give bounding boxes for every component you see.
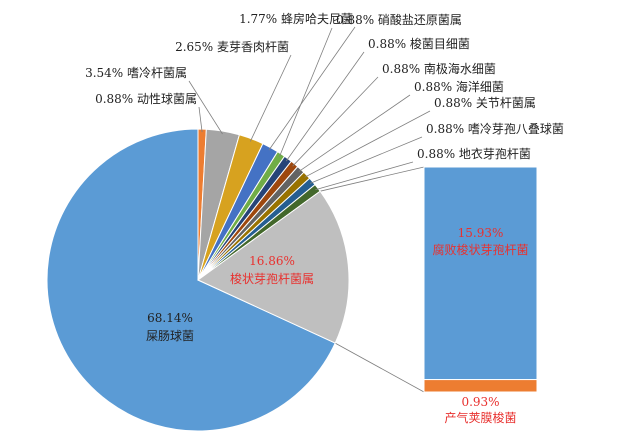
breakout-bar [423,166,538,393]
slice-label: 3.54% 嗜冷杆菌属 [85,66,187,80]
slice-label: 1.77% 蜂房哈夫尼菌 [239,11,353,26]
slice-label: 0.88% 地衣芽孢杆菌 [417,146,531,161]
breakout-percent-label: 15.93% [458,226,504,240]
breakout-name-label: 产气荚膜梭菌 [444,410,516,425]
slice-name-label: 屎肠球菌 [146,329,194,343]
breakout-segment [423,166,538,381]
leader-line [285,51,365,162]
leader-line [279,27,333,157]
leader-line [298,94,411,172]
leader-line [309,136,423,184]
slice-label: 0.88% 动性球菌属 [95,92,197,106]
leader-line [292,76,379,167]
slice-label: 0.88% 海洋细菌 [414,79,504,94]
slice-name-label: 梭状芽孢杆菌属 [230,271,314,286]
slice-label: 0.88% 硝酸盐还原菌属 [336,12,462,27]
leader-line [268,26,356,151]
leader-line [198,106,203,133]
leader-line [315,161,414,191]
leader-lines [188,26,431,191]
leader-line [304,110,431,178]
slice-label: 0.88% 嗜冷芽孢八叠球菌 [426,122,564,136]
breakout-connectors [320,166,425,393]
pie-slice [46,128,336,432]
pie-slice [197,190,350,344]
pie-slices [46,128,350,432]
breakout-name-label: 腐败梭状芽孢杆菌 [432,242,528,257]
leader-line [249,54,292,142]
slice-label: 0.88% 关节杆菌属 [434,96,536,110]
data-labels: 68.14% 屎肠球菌 0.88% 动性球菌属 3.54% 嗜冷杆菌属 2.65% 麦芽… [85,11,564,425]
slice-label: 0.88% 南极海水细菌 [382,61,496,76]
breakout-connector-top [320,166,425,192]
breakout-percent-label: 0.93% [461,395,499,409]
slice-label: 0.88% 梭菌目细菌 [368,36,470,51]
slice-percent-label: 68.14% [147,311,193,325]
breakout-connector-bottom [335,342,425,393]
slice-label: 2.65% 麦芽香肉杆菌 [175,40,289,54]
leader-line [188,80,223,135]
slice-percent-label: 16.86% [249,254,295,268]
breakout-segment [423,379,538,393]
